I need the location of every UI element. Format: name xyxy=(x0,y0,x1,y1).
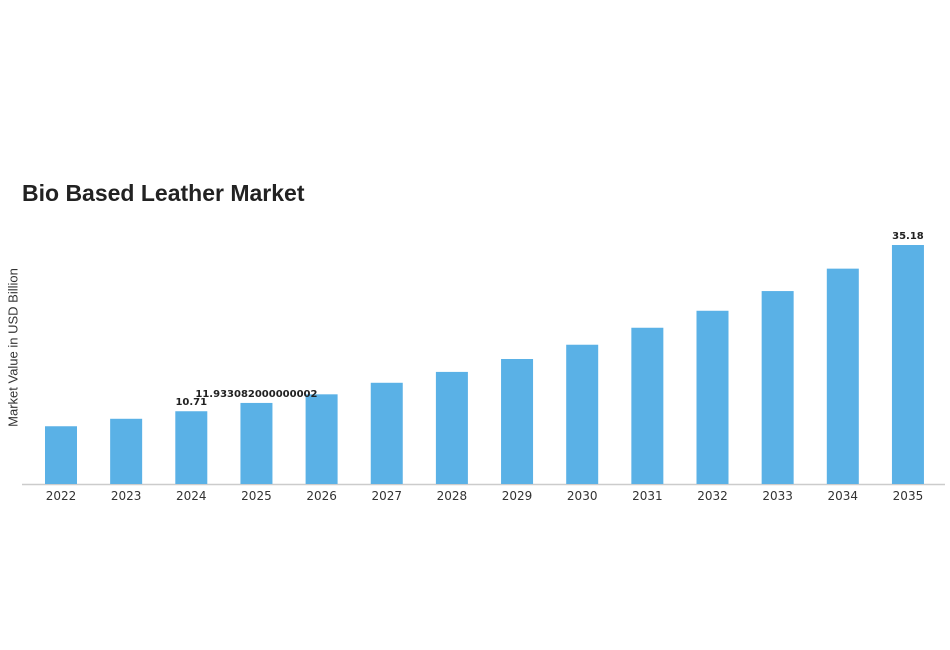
data-label: 11.933082000000002 xyxy=(195,389,317,400)
x-tick-label: 2025 xyxy=(241,489,272,503)
chart-title: Bio Based Leather Market xyxy=(22,180,305,206)
bar-2031 xyxy=(631,327,664,484)
bar-2026 xyxy=(305,394,338,484)
data-label: 10.71 xyxy=(175,397,207,408)
bar-2033 xyxy=(761,291,794,484)
bar-2034 xyxy=(826,268,859,484)
x-tick-label: 2029 xyxy=(502,489,533,503)
x-tick-label: 2033 xyxy=(762,489,793,503)
bar-2030 xyxy=(566,344,599,484)
x-tick-label: 2031 xyxy=(632,489,663,503)
x-tick-label: 2035 xyxy=(893,489,924,503)
data-label: 35.18 xyxy=(892,231,924,242)
x-tick-label: 2028 xyxy=(437,489,468,503)
bar-2024 xyxy=(175,411,208,484)
bar-2028 xyxy=(435,371,468,484)
bar-2029 xyxy=(501,358,534,484)
bar-2023 xyxy=(110,418,143,484)
x-tick-label: 2034 xyxy=(828,489,859,503)
x-tick-label: 2032 xyxy=(697,489,728,503)
x-tick-label: 2023 xyxy=(111,489,142,503)
bar-2032 xyxy=(696,310,729,484)
x-tick-label: 2024 xyxy=(176,489,207,503)
bar-2027 xyxy=(370,382,403,484)
bar-2022 xyxy=(45,426,77,484)
x-tick-label: 2022 xyxy=(46,489,77,503)
bar-2025 xyxy=(240,402,273,484)
x-tick-label: 2026 xyxy=(306,489,337,503)
x-tick-label: 2030 xyxy=(567,489,598,503)
bar-2035 xyxy=(891,245,924,484)
x-tick-label: 2027 xyxy=(371,489,402,503)
